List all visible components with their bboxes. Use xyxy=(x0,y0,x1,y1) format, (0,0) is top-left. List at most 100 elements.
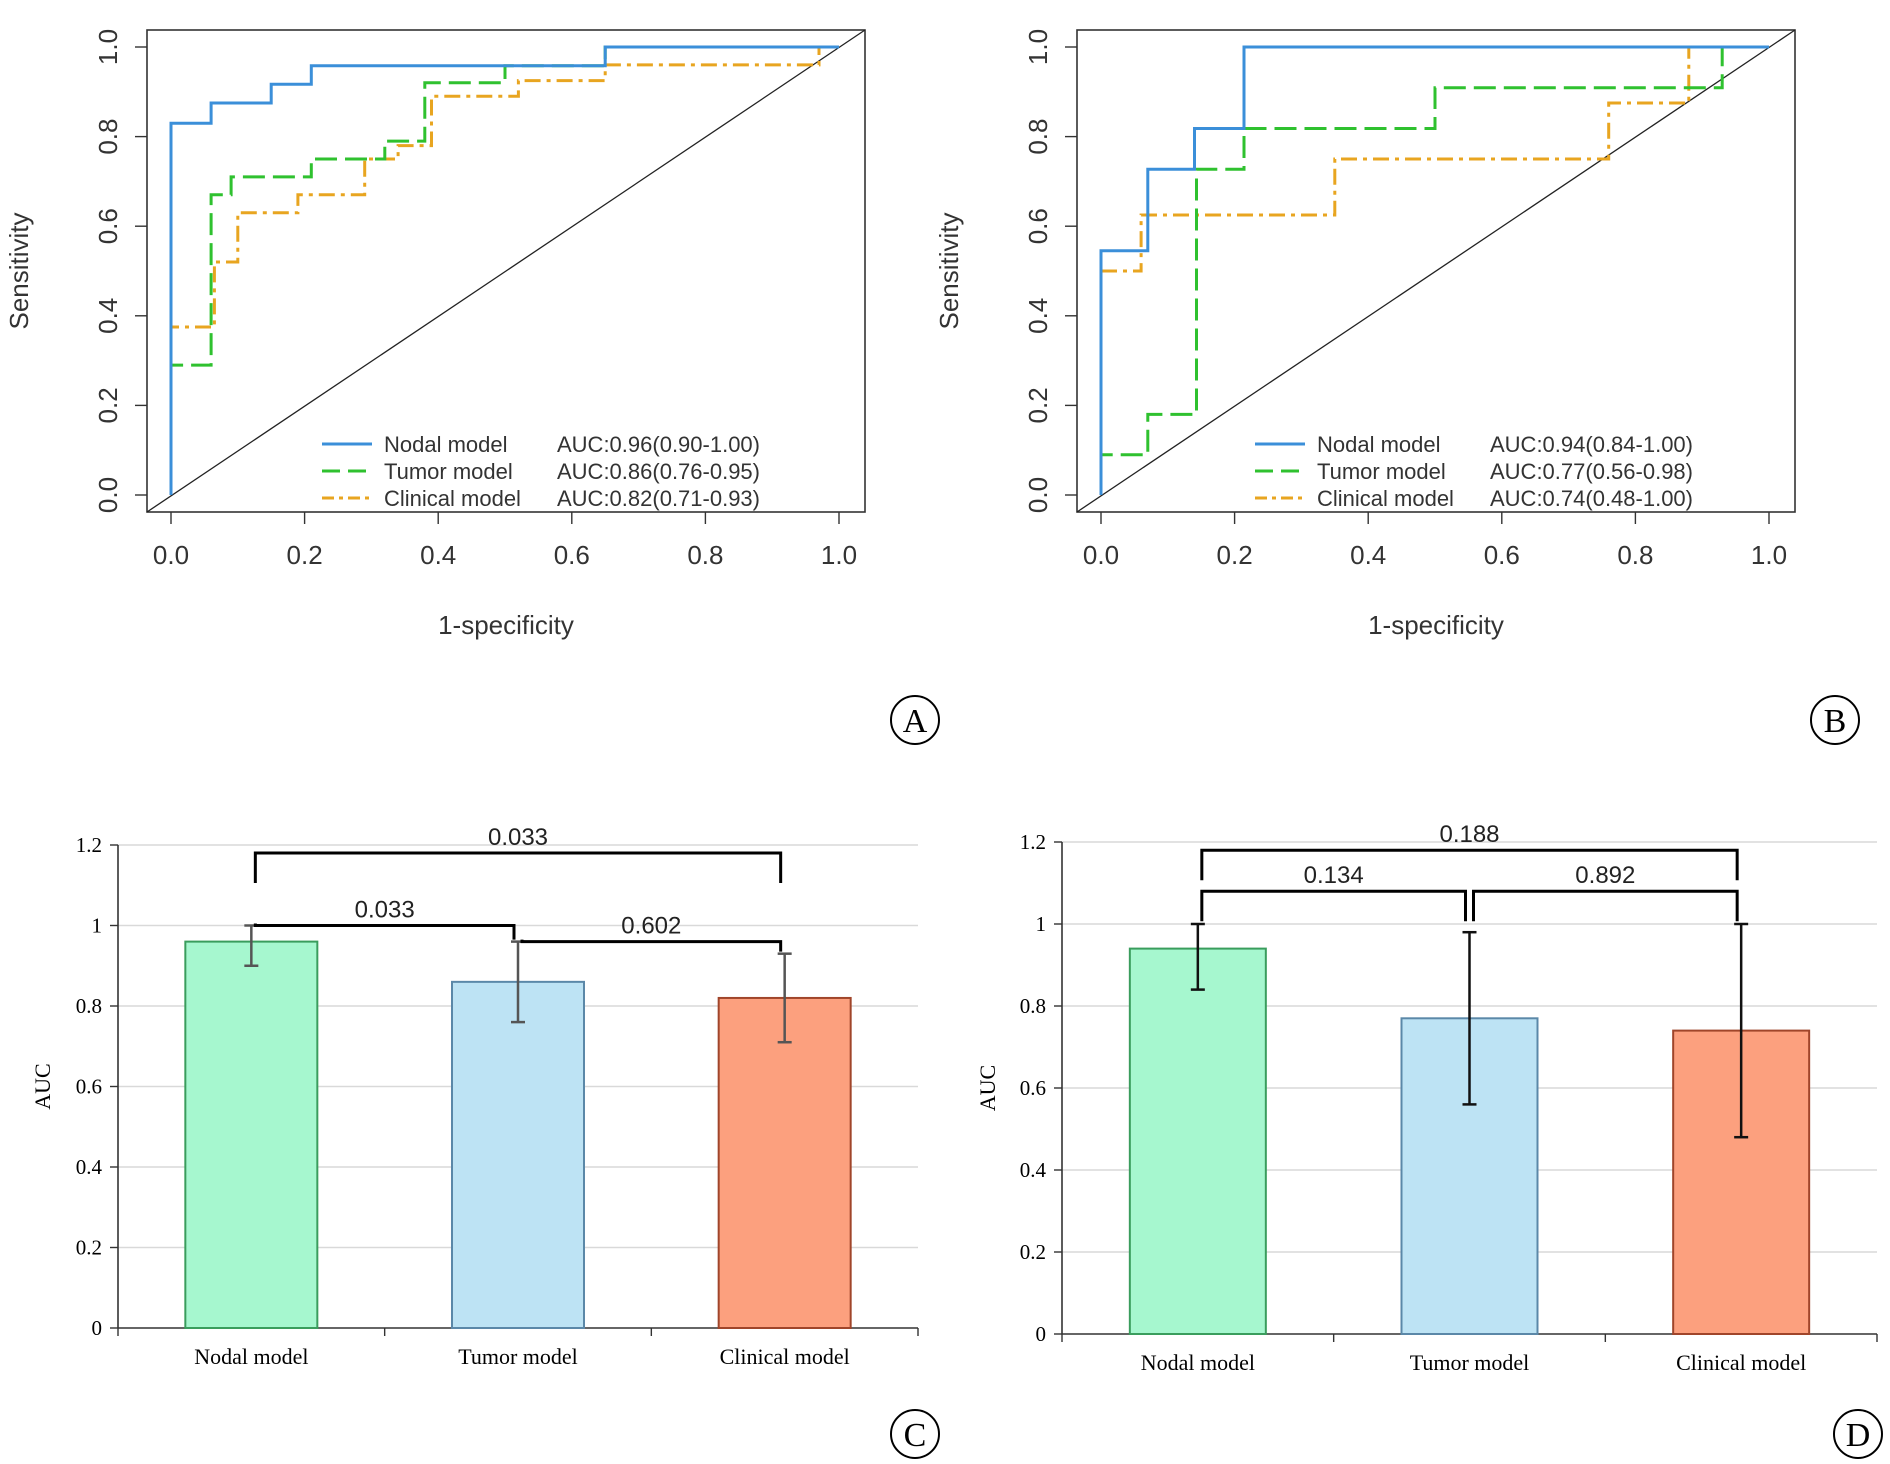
panel-label-circle xyxy=(890,695,940,745)
reference-diagonal xyxy=(146,29,866,513)
x-tick-label: 0.2 xyxy=(287,540,323,570)
x-tick-label: Nodal model xyxy=(1141,1350,1255,1375)
y-tick-label: 1 xyxy=(1036,912,1047,936)
x-tick-label: 1.0 xyxy=(1751,540,1787,570)
y-tick-label: 1 xyxy=(92,914,103,938)
bar-panel-c: 0 0.2 0.4 0.6 0.8 1 1.2 AUC Nodal model Tumor mod… xyxy=(0,800,945,1464)
roc-chart-b: 0.0 0.2 0.4 0.6 0.8 1.0 0.0 0.2 0.4 0.6 0.8 1.0 1-sp… xyxy=(934,29,1860,745)
x-tick-label: 0.6 xyxy=(554,540,590,570)
y-tick-label: 0.6 xyxy=(1020,1076,1046,1100)
y-tick-label: 0.8 xyxy=(93,119,123,155)
panel-label-circle xyxy=(890,1409,940,1459)
x-tick-label: 0.8 xyxy=(1617,540,1653,570)
x-tick-label: 0.4 xyxy=(1350,540,1386,570)
panel-label-circle xyxy=(1810,695,1860,745)
y-tick-label: 1.0 xyxy=(93,29,123,65)
plot-frame xyxy=(1076,29,1796,513)
panel-label: D xyxy=(1846,1417,1871,1454)
significance-bracket xyxy=(1200,848,1739,881)
x-tick-label: 0.4 xyxy=(420,540,456,570)
y-tick-label: 1.2 xyxy=(76,833,102,857)
y-axis-title: AUC xyxy=(30,1063,55,1109)
y-tick-label: 0.2 xyxy=(93,387,123,423)
legend-auc: AUC:0.94(0.84-1.00) xyxy=(1490,432,1693,457)
significance-bracket xyxy=(1200,889,1467,922)
roc-curve-nodal-model xyxy=(1099,45,1769,495)
legend-auc: AUC:0.77(0.56-0.98) xyxy=(1490,459,1693,484)
x-axis-title: 1-specificity xyxy=(438,610,574,640)
y-tick-label: 1.2 xyxy=(1020,830,1046,854)
x-tick-label: Tumor model xyxy=(458,1344,578,1369)
roc-curve-clinical-model xyxy=(1099,45,1769,495)
p-value-label: 0.134 xyxy=(1304,862,1364,889)
legend-label: Clinical model xyxy=(1317,486,1454,511)
legend-label: Clinical model xyxy=(384,486,521,511)
p-value-label: 0.033 xyxy=(355,897,415,924)
y-tick-label: 0.6 xyxy=(76,1075,102,1099)
legend-auc: AUC:0.82(0.71-0.93) xyxy=(557,486,760,511)
y-tick-label: 0.8 xyxy=(76,994,102,1018)
y-tick-label: 0.2 xyxy=(1023,387,1053,423)
x-tick-label: 0.0 xyxy=(1083,540,1119,570)
significance-bracket xyxy=(520,939,783,952)
x-tick-label: 1.0 xyxy=(821,540,857,570)
y-tick-label: 0 xyxy=(1036,1322,1047,1346)
panel-label: A xyxy=(903,703,928,740)
x-tick-label: Nodal model xyxy=(194,1344,308,1369)
p-value-label: 0.188 xyxy=(1439,821,1499,848)
legend-auc: AUC:0.74(0.48-1.00) xyxy=(1490,486,1693,511)
panel-label: C xyxy=(904,1417,927,1454)
bar-clinical-model xyxy=(717,996,852,1329)
p-value-label: 0.033 xyxy=(488,824,548,851)
bar-tumor-model xyxy=(451,980,585,1329)
x-tick-label: 0.6 xyxy=(1484,540,1520,570)
p-value-label: 0.892 xyxy=(1575,862,1635,889)
y-axis-title: AUC xyxy=(975,1065,1000,1111)
y-tick-label: 0.6 xyxy=(93,208,123,244)
y-tick-label: 1.0 xyxy=(1023,29,1053,65)
bar-nodal-model xyxy=(184,940,319,1329)
significance-bracket xyxy=(253,923,516,940)
plot-frame xyxy=(146,29,866,513)
x-tick-label: 0.2 xyxy=(1217,540,1253,570)
x-axis-title: 1-specificity xyxy=(1368,610,1504,640)
y-tick-label: 0.8 xyxy=(1023,119,1053,155)
panel-label: B xyxy=(1824,703,1847,740)
y-tick-label: 0.2 xyxy=(1020,1240,1046,1264)
x-tick-label: 0.8 xyxy=(687,540,723,570)
x-tick-label: Clinical model xyxy=(1676,1350,1806,1375)
bar-panel-d: 0 0.2 0.4 0.6 0.8 1 1.2 AUC Nodal model Tumor mod… xyxy=(945,800,1890,1464)
y-tick-label: 0.4 xyxy=(1020,1158,1047,1182)
legend-label: Nodal model xyxy=(384,432,508,457)
y-tick-label: 0.0 xyxy=(1023,477,1053,513)
y-axis-title: Sensitivity xyxy=(934,212,964,329)
roc-chart-a: 0.0 0.2 0.4 0.6 0.8 1.0 0.0 0.2 0.4 0.6 0.8 1.0 1-sp… xyxy=(4,29,940,745)
y-axis-title: Sensitivity xyxy=(4,212,34,329)
y-tick-label: 0 xyxy=(92,1316,103,1340)
y-tick-label: 0.0 xyxy=(93,477,123,513)
legend-label: Tumor model xyxy=(1317,459,1446,484)
legend-label: Nodal model xyxy=(1317,432,1441,457)
y-tick-label: 0.4 xyxy=(1023,298,1053,334)
y-tick-label: 0.8 xyxy=(1020,994,1046,1018)
reference-diagonal xyxy=(1076,29,1796,513)
y-tick-label: 0.4 xyxy=(93,298,123,334)
y-tick-label: 0.4 xyxy=(76,1155,103,1179)
roc-panel-b: 0.0 0.2 0.4 0.6 0.8 1.0 0.0 0.2 0.4 0.6 0.8 1.0 1-sp… xyxy=(930,0,1890,760)
bar-chart-d: 0 0.2 0.4 0.6 0.8 1 1.2 AUC Nodal model Tumor mod… xyxy=(975,821,1883,1459)
x-tick-label: 0.0 xyxy=(153,540,189,570)
bar-chart-c: 0 0.2 0.4 0.6 0.8 1 1.2 AUC Nodal model Tumor mod… xyxy=(30,824,940,1459)
legend-label: Tumor model xyxy=(384,459,513,484)
roc-panel-a: 0.0 0.2 0.4 0.6 0.8 1.0 0.0 0.2 0.4 0.6 0.8 1.0 1-sp… xyxy=(0,0,945,760)
roc-curve-tumor-model xyxy=(1099,45,1769,495)
legend-auc: AUC:0.96(0.90-1.00) xyxy=(557,432,760,457)
panel-label-circle xyxy=(1833,1409,1883,1459)
roc-curve-nodal-model xyxy=(169,45,839,495)
significance-bracket xyxy=(1472,889,1739,922)
x-tick-label: Clinical model xyxy=(720,1344,850,1369)
y-tick-label: 0.6 xyxy=(1023,208,1053,244)
p-value-label: 0.602 xyxy=(621,913,681,940)
legend-auc: AUC:0.86(0.76-0.95) xyxy=(557,459,760,484)
x-tick-label: Tumor model xyxy=(1410,1350,1530,1375)
bar-nodal-model xyxy=(1128,947,1267,1335)
